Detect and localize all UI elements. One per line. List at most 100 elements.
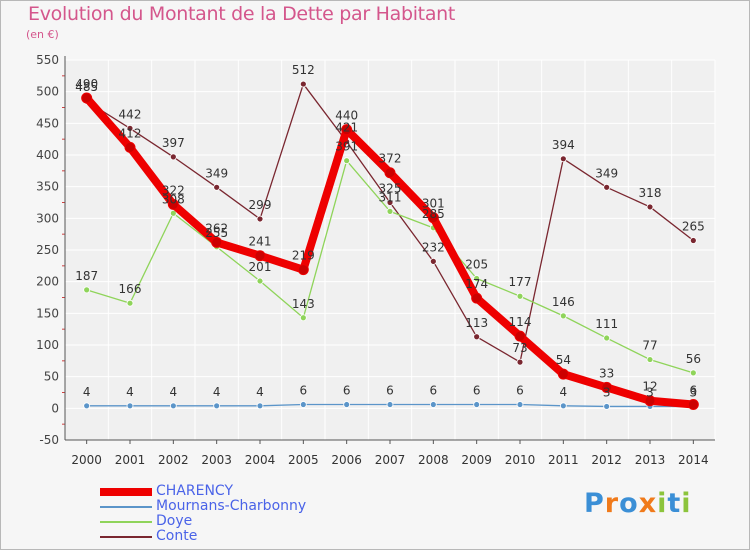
legend-item-doye[interactable]: Doye (100, 514, 306, 529)
data-point-doye[interactable] (559, 312, 567, 320)
data-point-mournans-charbonny[interactable] (386, 401, 394, 408)
data-point-conte[interactable] (646, 203, 654, 211)
x-tick-label: 2004 (245, 453, 276, 467)
data-point-charency[interactable] (341, 124, 353, 136)
x-tick-label: 2014 (678, 453, 709, 467)
data-point-charency[interactable] (514, 330, 526, 342)
data-point-mournans-charbonny[interactable] (603, 403, 611, 410)
data-point-conte[interactable] (473, 333, 481, 341)
logo-letter: x (638, 488, 658, 519)
legend-item-charency[interactable]: CHARENCY (100, 484, 306, 499)
legend-item-conte[interactable]: Conte (100, 529, 306, 544)
data-point-charency[interactable] (81, 92, 93, 104)
data-point-conte[interactable] (256, 215, 264, 223)
data-label-mournans-charbonny: 4 (170, 385, 178, 399)
data-point-doye[interactable] (689, 369, 697, 377)
data-label-doye: 187 (75, 269, 98, 283)
data-point-mournans-charbonny[interactable] (213, 402, 221, 410)
data-point-charency[interactable] (297, 264, 309, 276)
data-point-conte[interactable] (559, 155, 567, 163)
data-point-charency[interactable] (687, 399, 699, 411)
axes: -50 0 50 100 150 200 250 300 350 400 450 500 550 2000… (36, 53, 715, 467)
data-point-charency[interactable] (427, 212, 439, 224)
data-point-charency[interactable] (384, 167, 396, 179)
data-point-doye[interactable] (126, 299, 134, 307)
data-point-mournans-charbonny[interactable] (256, 402, 264, 410)
data-label-mournans-charbonny: 6 (430, 384, 438, 398)
data-point-conte[interactable] (429, 257, 437, 265)
data-point-mournans-charbonny[interactable] (429, 401, 437, 408)
data-point-charency[interactable] (211, 236, 223, 248)
data-label-charency: 412 (119, 126, 142, 140)
data-point-doye[interactable] (386, 207, 394, 215)
data-label-conte: 325 (379, 182, 402, 196)
data-label-charency: 114 (509, 315, 532, 329)
y-tick-label: 100 (36, 338, 59, 352)
data-point-conte[interactable] (603, 183, 611, 191)
data-point-doye[interactable] (256, 277, 264, 285)
y-tick-label: 0 (51, 401, 59, 415)
data-point-conte[interactable] (126, 124, 134, 132)
data-point-charency[interactable] (471, 292, 483, 304)
legend-swatch (100, 505, 152, 508)
data-point-mournans-charbonny[interactable] (299, 401, 307, 408)
data-label-mournans-charbonny: 4 (83, 385, 91, 399)
data-labels: 4854423973492995124213252321137339434931… (75, 63, 705, 399)
data-point-charency[interactable] (557, 368, 569, 380)
data-label-doye: 146 (552, 295, 575, 309)
data-label-doye: 255 (205, 226, 228, 240)
data-label-mournans-charbonny: 6 (386, 384, 394, 398)
data-point-charency[interactable] (644, 395, 656, 407)
logo-letter: i (657, 488, 668, 519)
data-point-conte[interactable] (169, 153, 177, 161)
x-tick-label: 2006 (331, 453, 362, 467)
data-point-doye[interactable] (83, 286, 91, 294)
data-point-charency[interactable] (167, 198, 179, 210)
data-point-doye[interactable] (516, 292, 524, 300)
line-chart: -50 0 50 100 150 200 250 300 350 400 450 500 550 2000… (36, 53, 716, 467)
legend-label: Doye (156, 513, 193, 529)
data-point-mournans-charbonny[interactable] (559, 402, 567, 410)
data-point-conte[interactable] (689, 237, 697, 244)
data-point-doye[interactable] (603, 334, 611, 342)
data-point-conte[interactable] (516, 358, 524, 366)
legend-item-mournans-charbonny[interactable]: Mournans-Charbonny (100, 499, 306, 514)
chart-title: Evolution du Montant de la Dette par Hab… (28, 3, 456, 25)
data-point-doye[interactable] (343, 157, 351, 165)
data-point-mournans-charbonny[interactable] (169, 402, 177, 410)
data-point-doye[interactable] (646, 356, 654, 363)
data-label-conte: 318 (639, 186, 662, 200)
data-point-charency[interactable] (601, 381, 613, 393)
data-label-mournans-charbonny: 3 (603, 385, 611, 399)
data-label-charency: 241 (249, 235, 272, 249)
data-point-mournans-charbonny[interactable] (516, 401, 524, 408)
data-label-charency: 219 (292, 249, 315, 263)
data-label-charency: 12 (642, 380, 657, 394)
data-point-conte[interactable] (299, 80, 307, 88)
data-point-doye[interactable] (169, 209, 177, 217)
data-point-charency[interactable] (254, 250, 266, 262)
data-point-doye[interactable] (473, 275, 481, 282)
x-tick-label: 2011 (548, 453, 579, 467)
data-point-mournans-charbonny[interactable] (473, 401, 481, 408)
data-label-doye: 285 (422, 207, 445, 221)
data-label-doye: 391 (335, 140, 358, 154)
data-point-doye[interactable] (299, 314, 307, 322)
data-label-conte: 73 (512, 341, 527, 355)
data-label-conte: 421 (335, 121, 358, 135)
data-point-mournans-charbonny[interactable] (83, 402, 91, 410)
data-point-mournans-charbonny[interactable] (343, 401, 351, 408)
proxiti-logo[interactable]: Proxiti (584, 488, 692, 519)
x-tick-label: 2002 (158, 453, 189, 467)
data-label-charency: 6 (690, 384, 698, 398)
data-point-conte[interactable] (386, 199, 394, 206)
legend-swatch (100, 520, 152, 523)
data-label-mournans-charbonny: 4 (560, 385, 568, 399)
data-label-doye: 177 (509, 275, 532, 289)
x-tick-label: 2000 (71, 453, 102, 467)
y-tick-label: 500 (36, 85, 59, 99)
data-point-conte[interactable] (213, 183, 221, 191)
data-point-mournans-charbonny[interactable] (126, 402, 134, 410)
logo-letter: i (681, 488, 692, 519)
data-point-charency[interactable] (124, 141, 136, 153)
